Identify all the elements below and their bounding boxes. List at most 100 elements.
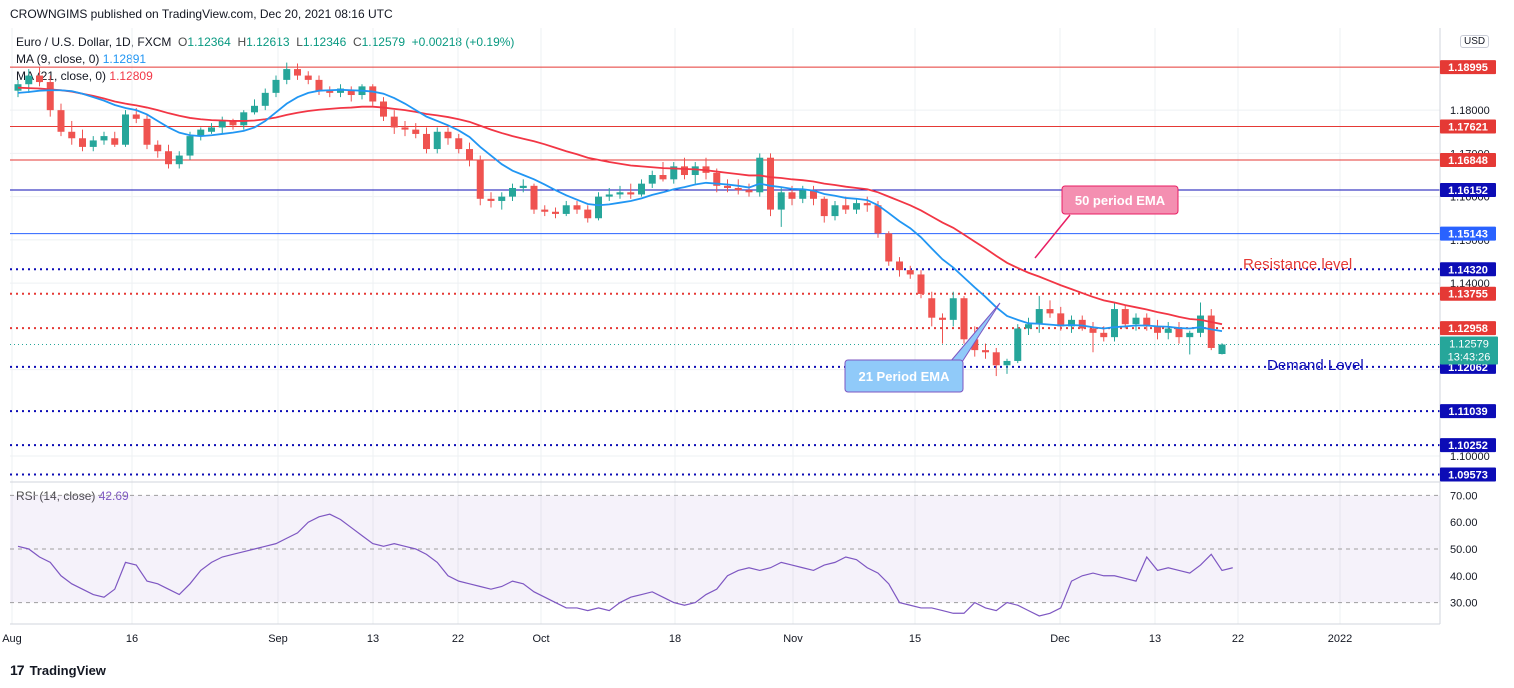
rsi-tick-label: 40.00 (1450, 571, 1478, 583)
candle-body (627, 192, 635, 195)
candle-body (498, 196, 506, 201)
rsi-tick-label: 60.00 (1450, 517, 1478, 529)
price-tick-label: 1.18000 (1450, 105, 1490, 117)
ma-fast-value: 1.12891 (102, 52, 147, 66)
level-price-label: 1.14320 (1448, 264, 1488, 276)
time-tick-label: Aug (2, 633, 22, 645)
candle-body (89, 140, 97, 147)
candle-body (724, 185, 731, 188)
level-price-tag (1440, 262, 1496, 277)
candle-body (595, 196, 602, 219)
candle-body (240, 112, 248, 126)
candle-body (197, 129, 205, 137)
high-value: 1.12613 (246, 35, 290, 49)
level-price-label: 1.12958 (1448, 323, 1488, 335)
candle-body (487, 198, 495, 201)
currency-badge[interactable]: USD (1460, 35, 1490, 48)
candle-body (562, 205, 570, 214)
candle-body (315, 79, 323, 91)
candle-body (659, 175, 667, 180)
candle-body (853, 203, 860, 210)
candle-body (369, 86, 377, 102)
brand-name: TradingView (29, 662, 106, 678)
candle-body (799, 190, 807, 199)
candle-body (648, 175, 656, 184)
demand-label: Demand Level (1267, 357, 1364, 374)
candle-body (960, 298, 968, 340)
time-tick-label: Dec (1050, 633, 1070, 645)
candle-body (1121, 309, 1129, 325)
time-tick-label: 22 (452, 633, 464, 645)
candle-body (863, 203, 871, 206)
candle-body (1025, 324, 1032, 329)
ema21-callout-box (844, 359, 964, 393)
candle-body (272, 79, 280, 93)
candle-body (1111, 309, 1118, 338)
candle-body (14, 84, 22, 91)
candle-body (1089, 328, 1097, 333)
candle-body (734, 187, 742, 191)
candle-body (476, 159, 484, 199)
level-price-tag (1440, 438, 1496, 453)
time-tick-label: Sep (268, 633, 288, 645)
candle-body (552, 211, 559, 214)
candle-body (186, 136, 194, 156)
current-price-tag (1440, 336, 1498, 365)
candle-body (57, 110, 65, 132)
candle-body (294, 69, 301, 76)
candle-body (1154, 326, 1161, 333)
price-tick-label: 1.10000 (1450, 451, 1490, 463)
level-price-tag (1440, 286, 1496, 301)
candle-body (444, 131, 452, 139)
candle-body (971, 339, 979, 351)
candle-body (917, 274, 925, 294)
candle-body (1078, 319, 1086, 329)
candle-body (573, 205, 581, 210)
candle-body (79, 138, 86, 147)
candle-body (982, 350, 989, 353)
axes: 1.180001.170001.160001.150001.140001.120… (2, 28, 1498, 645)
candle-body (885, 233, 893, 262)
rsi-value: 42.69 (98, 489, 129, 503)
low-label: L (296, 35, 303, 49)
candle-body (1100, 332, 1108, 338)
candle-body (842, 205, 850, 210)
close-value: 1.12579 (361, 35, 405, 49)
candle-body (616, 192, 624, 195)
ema50-callout-box (1061, 185, 1179, 215)
rsi-pane (10, 481, 1440, 625)
level-price-label: 1.13755 (1448, 289, 1488, 301)
current-price-label: 1.12579 (1449, 339, 1489, 351)
level-price-label: 1.16848 (1448, 155, 1488, 167)
candle-body (175, 155, 183, 165)
candle-body (1175, 328, 1183, 338)
candle-body (1218, 344, 1226, 355)
ema50-pointer (1034, 214, 1071, 259)
level-price-label: 1.16152 (1448, 185, 1488, 197)
level-price-label: 1.09573 (1448, 470, 1488, 482)
candle-body (401, 127, 409, 130)
candle-body (132, 114, 140, 119)
candle-body (165, 151, 172, 165)
ma-fast-label: MA (9, close, 0) (16, 52, 100, 66)
candle-body (390, 116, 398, 128)
time-tick-label: Nov (783, 633, 803, 645)
candle-body (261, 92, 269, 106)
ema-lines (17, 86, 1223, 332)
candle-body (466, 149, 473, 160)
ema21-callout-text: 21 Period EMA (858, 369, 950, 384)
symbol-label: Euro / U.S. Dollar, 1D, FXCM (16, 35, 172, 49)
level-price-label: 1.12062 (1448, 362, 1488, 374)
candle-body (100, 136, 108, 141)
tradingview-logo-icon: 17 (10, 662, 25, 678)
candle-body (46, 82, 54, 111)
candle-body (326, 90, 334, 93)
grid-lines (10, 28, 1440, 624)
level-price-label: 1.11039 (1448, 406, 1487, 418)
candle-body (810, 190, 817, 199)
rsi-tick-label: 30.00 (1450, 598, 1478, 610)
candle-body (691, 166, 699, 176)
rsi-tick-label: 50.00 (1450, 544, 1478, 556)
level-price-tag (1440, 119, 1496, 134)
